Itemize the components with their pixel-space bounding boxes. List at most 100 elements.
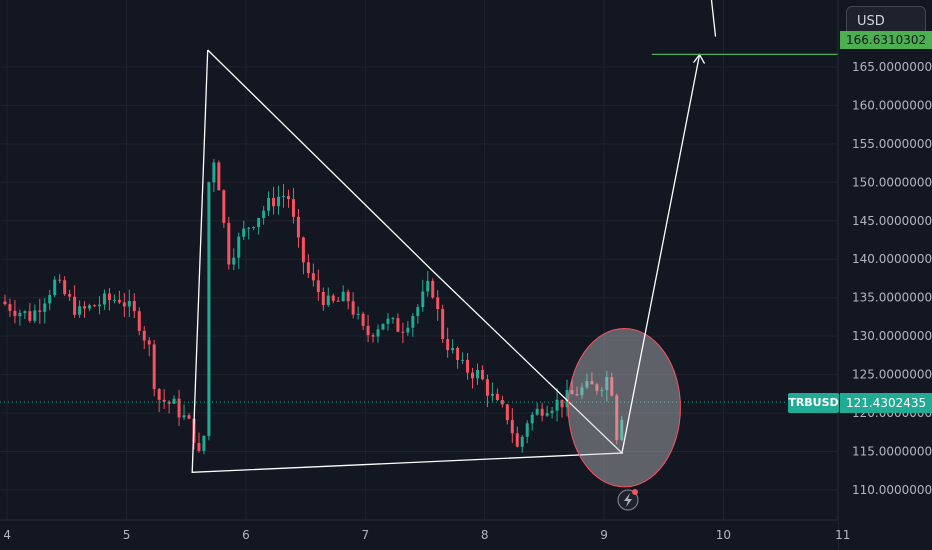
candle-body [535,408,539,415]
time-axis: 4 5 6 7 8 9 10 11 [0,519,850,550]
candle-body [321,291,325,306]
candle-body [83,306,87,309]
candle-body [351,301,355,315]
candle-body [331,295,335,301]
candle-body [530,414,534,424]
candle-body [28,311,32,321]
candle-body [431,280,435,298]
candle-body [177,398,181,418]
candle-body [88,305,92,309]
price-axis-bg [838,0,932,550]
candle-body [326,295,330,306]
candle-body [441,309,445,340]
candle-body [451,347,455,351]
candle-body [426,280,430,292]
price-tick-label: 155.0000000 [852,137,932,151]
candle-body [356,313,360,315]
price-tick-label: 160.0000000 [852,98,932,112]
candle-body [585,380,589,388]
candle-body [595,384,599,391]
candle-body [436,297,440,310]
time-tick-label: 9 [600,528,608,542]
candle-body [575,394,579,396]
price-tick-label: 145.0000000 [852,214,932,228]
price-tick-label: 135.0000000 [852,291,932,305]
candle-body [286,195,290,200]
candle-body [157,389,161,400]
candle-body [406,327,410,333]
candle-body [242,228,246,237]
highlight-ellipse [567,327,681,488]
candle-body [237,236,241,258]
candle-body [311,273,315,281]
candle-body [93,305,97,307]
candle-body [147,340,151,345]
candle-body [23,311,27,313]
candle-body [217,162,221,191]
candle-body [33,310,37,321]
candle-body [78,306,82,315]
candle-body [247,227,251,229]
candle-body [401,331,405,333]
candle-body [485,379,489,396]
last-price-label: 121.4302435 [840,393,932,413]
candle-body [520,436,524,447]
candle-body [127,301,131,307]
candle-body [132,301,136,312]
candle-body [466,359,470,373]
candle-body [456,347,460,361]
candle-body [515,433,519,447]
candle-body [605,377,609,391]
candle-body [267,197,271,211]
candle-body [38,310,42,312]
time-tick-label: 5 [123,528,131,542]
candle-body [570,390,574,395]
candle-body [172,398,176,404]
candle-body [580,387,584,396]
candle-body [18,312,22,317]
candle-body [446,339,450,351]
candle-body [560,399,564,408]
candle-body [162,399,166,402]
candle-body [565,390,569,408]
candle-body [152,344,156,390]
price-axis: 110.0000000115.0000000120.0000000125.000… [837,0,932,550]
candle-body [505,404,509,421]
candle-body [490,393,494,396]
candle-body [361,313,365,326]
candle-body [112,299,116,301]
candle-body [421,291,425,308]
candle-body [48,295,52,304]
time-tick-label: 10 [716,528,731,542]
candle-body [391,318,395,320]
candle-body [480,369,484,380]
candle-body [97,304,101,307]
price-tick-label: 130.0000000 [852,329,932,343]
target-price-label: 166.6310302 [840,31,932,49]
candle-body [262,210,266,219]
time-tick-label: 4 [3,528,11,542]
candle-body [277,196,281,207]
candle-body [222,190,226,223]
candle-body [550,410,554,414]
candle-body [555,399,559,411]
candle-body [371,335,375,337]
candle-body [73,296,77,315]
candle-body [301,237,305,263]
candle-body [257,218,261,228]
candle-body [137,311,141,331]
chart-grid [0,0,844,520]
candle-body [346,291,350,302]
candle-body [122,302,126,307]
candle-body [272,197,276,207]
candle-body [197,442,201,451]
lightning-icon[interactable] [617,489,639,511]
candle-body [336,300,340,302]
breakout-arrow [621,54,701,454]
candle-body [590,380,594,385]
candle-body [376,329,380,337]
candle-body [471,372,475,379]
candle-body [58,279,62,281]
candle-body [107,293,111,301]
